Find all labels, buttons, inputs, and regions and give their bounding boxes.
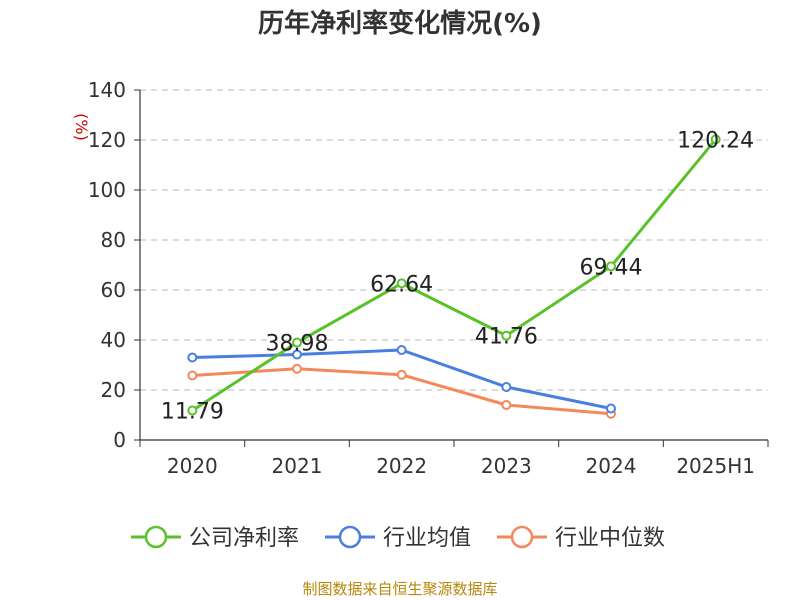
data-label: 38.98	[266, 332, 329, 357]
source-note: 制图数据来自恒生聚源数据库	[302, 580, 497, 598]
x-tick-label: 2025H1	[676, 454, 755, 478]
legend-item[interactable]: 行业中位数	[497, 525, 665, 551]
data-point	[187, 352, 198, 363]
data-point	[396, 278, 407, 289]
y-tick-label: 60	[101, 278, 126, 302]
data-point	[187, 370, 198, 381]
data-point	[710, 134, 721, 145]
y-tick-label: 120	[88, 128, 126, 152]
data-point	[501, 382, 512, 392]
x-tick-label: 2022	[376, 454, 427, 478]
y-tick-label: 40	[101, 328, 126, 352]
data-point	[501, 330, 512, 341]
y-tick-label: 0	[113, 428, 126, 452]
legend-label: 公司净利率	[189, 526, 299, 551]
y-tick-label: 100	[88, 178, 126, 202]
legend-marker	[338, 525, 362, 549]
data-point	[187, 405, 198, 416]
data-label: 62.64	[370, 272, 433, 297]
data-labels: 11.79 38.98 62.64 41.76 69.44 120.24	[161, 128, 754, 424]
x-tick-label: 2024	[586, 454, 637, 478]
data-point	[606, 403, 616, 414]
y-axis-label: (%)	[72, 113, 91, 141]
data-label: 69.44	[580, 255, 643, 280]
data-label: 120.24	[677, 128, 754, 153]
data-label: 11.79	[161, 400, 224, 425]
x-tick-label: 2020	[167, 454, 218, 478]
x-tick-label: 2021	[272, 454, 323, 478]
legend-marker	[144, 525, 168, 549]
series-lines	[187, 134, 721, 419]
chart-title: 历年净利率变化情况(%)	[258, 8, 542, 39]
data-label: 41.76	[475, 325, 538, 350]
y-tick-label: 80	[101, 228, 126, 252]
legend-label: 行业中位数	[555, 526, 665, 551]
data-point	[606, 261, 616, 272]
series-line	[191, 138, 717, 412]
y-tick-label: 140	[88, 78, 126, 102]
data-point	[396, 345, 407, 355]
y-tick-label: 20	[101, 378, 126, 402]
axes: 0 20 40 60 80 100 120 140 2020 2021 2022 2023 2024 20…	[88, 78, 769, 478]
legend-label: 行业均值	[383, 526, 471, 551]
data-point	[396, 369, 407, 380]
legend-item[interactable]: 公司净利率	[131, 525, 299, 551]
data-point	[292, 363, 302, 374]
x-tick-label: 2023	[481, 454, 532, 478]
legend[interactable]: 公司净利率 行业均值 行业中位数	[131, 525, 665, 551]
legend-marker	[510, 525, 534, 549]
data-point	[292, 349, 302, 360]
data-point	[501, 400, 512, 410]
data-point	[292, 337, 302, 348]
grid-lines	[140, 89, 768, 391]
legend-item[interactable]: 行业均值	[325, 525, 471, 551]
